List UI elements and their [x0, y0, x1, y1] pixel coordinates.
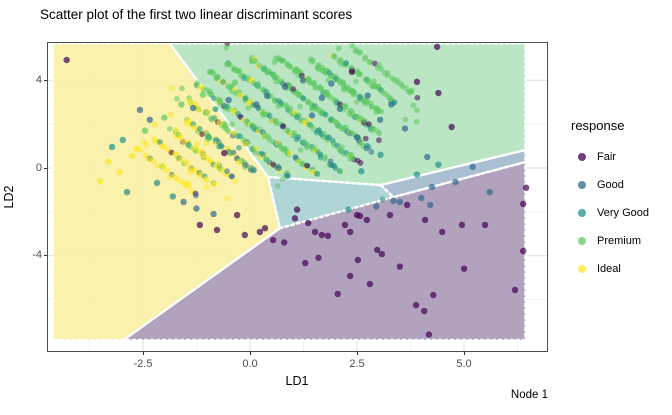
- x-tick-label: 0.0: [242, 358, 258, 370]
- node-caption: Node 1: [510, 389, 548, 401]
- legend-title: response: [571, 118, 625, 133]
- legend-item-ideal: Ideal: [571, 255, 649, 283]
- x-tick-mark: [464, 352, 465, 355]
- legend-item-good: Good: [571, 171, 649, 199]
- x-axis-title: LD1: [285, 374, 309, 388]
- y-tick-label: -4: [32, 249, 42, 261]
- x-tick-mark: [143, 352, 144, 355]
- y-tick-mark: [44, 80, 47, 81]
- x-tick-label: -2.5: [133, 358, 153, 370]
- legend-label: Good: [597, 179, 624, 191]
- y-tick-mark: [44, 168, 47, 169]
- legend-item-fair: Fair: [571, 143, 649, 171]
- legend-dot-fair: [578, 153, 586, 161]
- x-tick-mark: [250, 352, 251, 355]
- legend-dot-good: [578, 181, 586, 189]
- legend-label: Fair: [597, 151, 616, 163]
- legend-dot-very-good: [578, 209, 586, 217]
- legend-dot-ideal: [578, 265, 586, 273]
- legend-item-very-good: Very Good: [571, 199, 649, 227]
- legend-label: Very Good: [597, 207, 649, 219]
- x-tick-label: 5.0: [456, 358, 472, 370]
- y-axis-title: LD2: [2, 185, 16, 209]
- chart-title: Scatter plot of the first two linear dis…: [40, 7, 353, 22]
- y-tick-label: 4: [35, 74, 42, 86]
- y-tick-mark: [44, 255, 47, 256]
- legend-dot-premium: [578, 237, 586, 245]
- legend-label: Ideal: [597, 263, 621, 275]
- legend-label: Premium: [597, 235, 642, 247]
- x-tick-mark: [357, 352, 358, 355]
- x-tick-label: 2.5: [349, 358, 365, 370]
- legend-item-premium: Premium: [571, 227, 649, 255]
- plot-area: [47, 42, 548, 352]
- y-tick-label: 0: [35, 162, 42, 174]
- legend: response Fair Good Very Good Premium Ide…: [571, 118, 649, 283]
